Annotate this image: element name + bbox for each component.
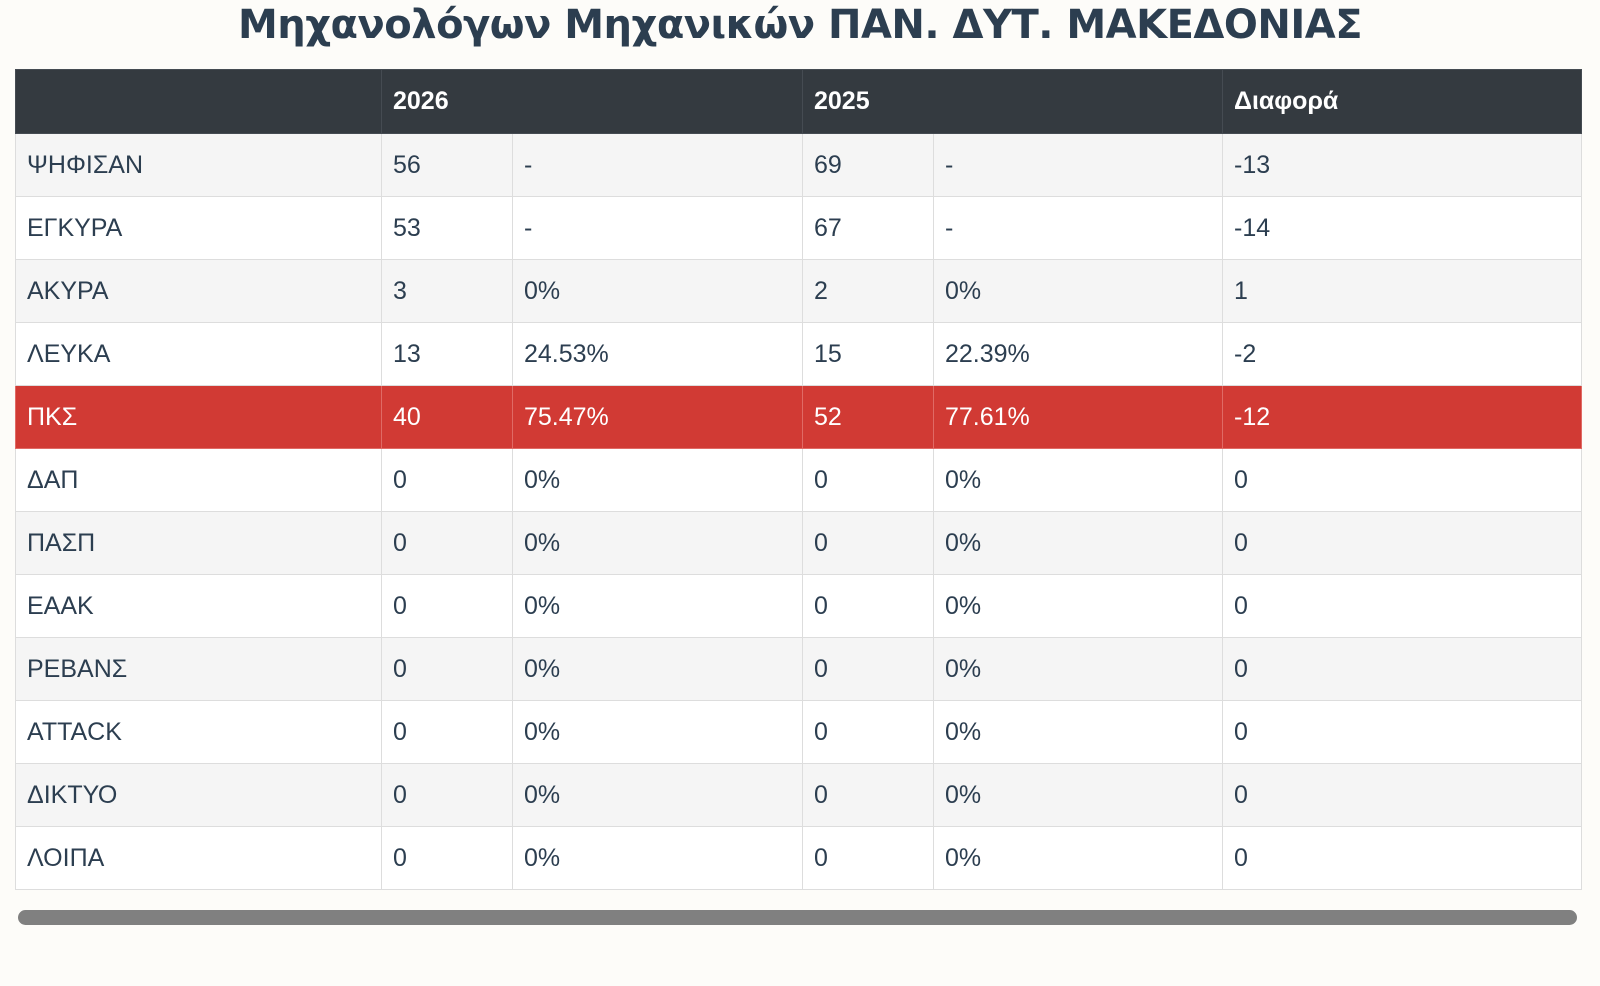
table-row: ΨΗΦΙΣΑΝ 56-69- -13 — [15, 133, 1582, 197]
table-cell: - — [933, 133, 1223, 197]
table-cell: 2 — [802, 259, 934, 323]
table-cell: -14 — [1222, 196, 1582, 260]
results-table: 2026 2025 Διαφορά ΨΗΦΙΣΑΝ 56-69- -13 ΕΓΚΥΡΑ… — [15, 69, 1582, 890]
table-cell: 40 — [381, 385, 513, 449]
table-cell: 13 — [381, 322, 513, 386]
header-cell: 2025 — [802, 69, 1223, 134]
table-row: ΛΕΥΚΑ 13 24.53% 15 22.39% -2 — [15, 322, 1582, 386]
table-row: ATTACK 0 0% 0 0% 0 — [15, 700, 1582, 764]
table-cell: 0 — [802, 700, 934, 764]
table-row: ΕΑΑΚ 0 0% 0 0% 0 — [15, 574, 1582, 638]
table-cell: 0 — [1222, 637, 1582, 701]
table-cell: -13 — [1222, 133, 1582, 197]
horizontal-scrollbar[interactable] — [18, 910, 1577, 925]
table-cell: 0 — [802, 637, 934, 701]
table-body: ΨΗΦΙΣΑΝ 56-69- -13 ΕΓΚΥΡΑ 53-67- -14 ΑΚΥΡΑ 3 0% 2… — [15, 133, 1582, 890]
row-label: ΛΕΥΚΑ — [15, 322, 382, 386]
table-cell: 69 — [802, 133, 934, 197]
table-cell: 0% — [512, 574, 803, 638]
header-cell — [15, 69, 382, 134]
table-cell: 0% — [933, 826, 1223, 890]
table-cell: 0 — [1222, 700, 1582, 764]
table-cell: 15 — [802, 322, 934, 386]
table-cell: 0 — [1222, 574, 1582, 638]
table-row: ΕΓΚΥΡΑ 53-67- -14 — [15, 196, 1582, 260]
table-cell: 53 — [381, 196, 513, 260]
table-row: ΠΑΣΠ 0 0% 0 0% 0 — [15, 511, 1582, 575]
table-cell: 52 — [802, 385, 934, 449]
table-cell: 75.47% — [512, 385, 803, 449]
table-cell: 3 — [381, 259, 513, 323]
table-cell: 56 — [381, 133, 513, 197]
table-row: ΛΟΙΠΑ 0 0% 0 0% 0 — [15, 826, 1582, 890]
table-cell: 0 — [1222, 763, 1582, 827]
table-cell: 0 — [381, 511, 513, 575]
table-cell: 0% — [933, 637, 1223, 701]
table-head: 2026 2025 Διαφορά — [15, 69, 1582, 134]
table-cell: 0% — [512, 259, 803, 323]
row-label: ΕΑΑΚ — [15, 574, 382, 638]
table-cell: 0 — [802, 826, 934, 890]
header-row: 2026 2025 Διαφορά — [15, 69, 1582, 134]
table-cell: 0% — [933, 700, 1223, 764]
table-cell: 0% — [512, 511, 803, 575]
table-cell: 0% — [512, 448, 803, 512]
table-cell: 67 — [802, 196, 934, 260]
table-cell: - — [512, 196, 803, 260]
table-cell: 0% — [933, 448, 1223, 512]
table-cell: 0 — [802, 574, 934, 638]
table-cell: 0 — [381, 826, 513, 890]
table-row: ΠΚΣ 40 75.47% 52 77.61% -12 — [15, 385, 1582, 449]
table-cell: 0 — [1222, 448, 1582, 512]
table-cell: 0 — [802, 763, 934, 827]
table-cell: 0 — [381, 448, 513, 512]
table-row: ΑΚΥΡΑ 3 0% 2 0% 1 — [15, 259, 1582, 323]
table-row: ΔΙΚΤΥΟ 0 0% 0 0% 0 — [15, 763, 1582, 827]
row-label: ΔΙΚΤΥΟ — [15, 763, 382, 827]
table-cell: 0% — [512, 637, 803, 701]
row-label: ΛΟΙΠΑ — [15, 826, 382, 890]
table-cell: - — [933, 196, 1223, 260]
table-cell: 0 — [1222, 511, 1582, 575]
table-cell: 0 — [381, 574, 513, 638]
header-cell: 2026 — [381, 69, 803, 134]
header-cell: Διαφορά — [1222, 69, 1582, 134]
row-label: ΡΕΒΑΝΣ — [15, 637, 382, 701]
row-label: ΠΑΣΠ — [15, 511, 382, 575]
table-cell: 0 — [802, 511, 934, 575]
table-cell: 0 — [1222, 826, 1582, 890]
table-cell: 0 — [381, 637, 513, 701]
table-cell: -12 — [1222, 385, 1582, 449]
table-cell: - — [512, 133, 803, 197]
page-title: Μηχανολόγων Μηχανικών ΠΑΝ. ΔΥΤ. ΜΑΚΕΔΟΝΙ… — [237, 2, 1363, 48]
row-label: ΑΚΥΡΑ — [15, 259, 382, 323]
table-cell: 0 — [381, 763, 513, 827]
table-cell: 0% — [933, 763, 1223, 827]
table-cell: -2 — [1222, 322, 1582, 386]
table-cell: 1 — [1222, 259, 1582, 323]
table-cell: 22.39% — [933, 322, 1223, 386]
row-label: ΕΓΚΥΡΑ — [15, 196, 382, 260]
table-cell: 0% — [512, 700, 803, 764]
table-row: ΡΕΒΑΝΣ 0 0% 0 0% 0 — [15, 637, 1582, 701]
row-label: ATTACK — [15, 700, 382, 764]
table-cell: 0 — [802, 448, 934, 512]
table-cell: 0% — [933, 511, 1223, 575]
row-label: ΠΚΣ — [15, 385, 382, 449]
table-cell: 24.53% — [512, 322, 803, 386]
table-cell: 0 — [381, 700, 513, 764]
row-label: ΔΑΠ — [15, 448, 382, 512]
table-row: ΔΑΠ 0 0% 0 0% 0 — [15, 448, 1582, 512]
row-label: ΨΗΦΙΣΑΝ — [15, 133, 382, 197]
table-cell: 0% — [933, 574, 1223, 638]
table-cell: 0% — [512, 763, 803, 827]
table-cell: 0% — [933, 259, 1223, 323]
table-cell: 77.61% — [933, 385, 1223, 449]
table-cell: 0% — [512, 826, 803, 890]
